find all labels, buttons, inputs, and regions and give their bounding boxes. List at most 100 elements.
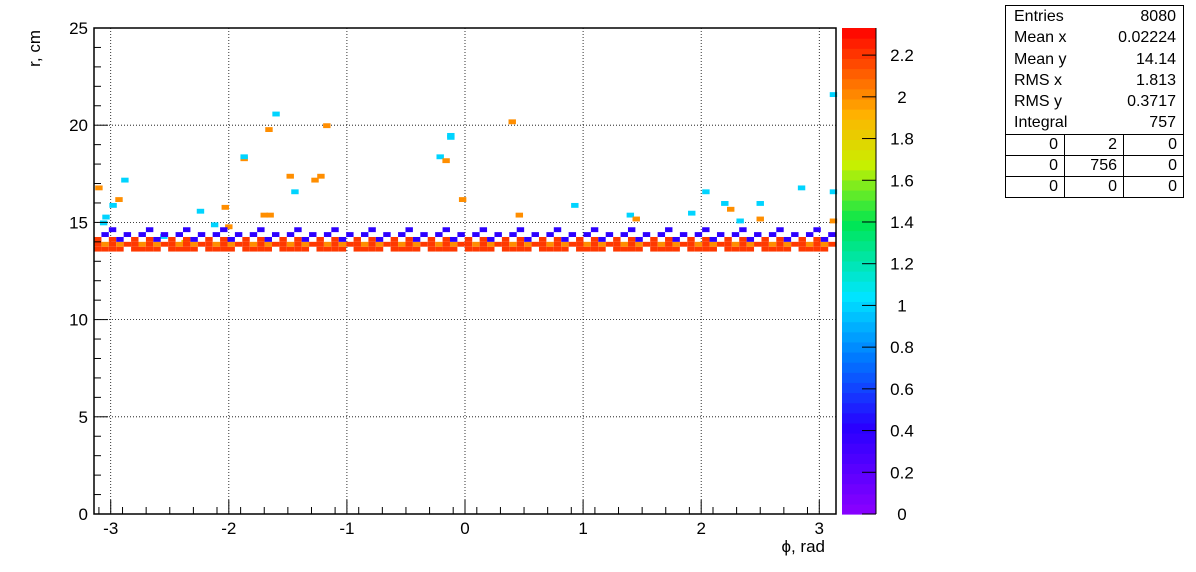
band-cell [546, 241, 554, 247]
band-cell [182, 246, 191, 252]
band-cell [516, 241, 525, 247]
band-cell [583, 232, 591, 237]
band-cell [479, 241, 488, 247]
band-cell [679, 232, 688, 237]
stats-grid-cell: 756 [1065, 155, 1124, 177]
palette-step [842, 169, 876, 181]
band-cell [687, 241, 695, 247]
heatmap-cell [626, 212, 635, 218]
heatmap-cell [721, 201, 729, 206]
band-cell [138, 241, 146, 247]
y-tick-label: 25 [69, 19, 88, 38]
stats-grid-cell: 0 [1006, 134, 1065, 156]
band-cell [479, 227, 488, 233]
band-cell [323, 246, 332, 252]
stats-value: 8080 [1140, 8, 1176, 25]
stats-box: Entries 8080 Mean x 0.02224 Mean y 14.14 RMS x… [1005, 5, 1184, 198]
band-cell [605, 241, 614, 247]
band-cell [568, 232, 577, 237]
heatmap-cell [102, 214, 110, 220]
palette-tick-label: 0 [897, 505, 906, 524]
x-tick-label: -3 [103, 519, 118, 538]
band-cell [168, 246, 176, 252]
band-cell [472, 241, 480, 247]
band-cell [316, 236, 324, 242]
band-cell [108, 227, 117, 233]
band-cell [805, 232, 814, 237]
band-cell [271, 241, 280, 247]
x-tick-label: 1 [578, 519, 587, 538]
band-cell [590, 246, 599, 252]
band-cell [353, 241, 361, 247]
band-cell [286, 232, 295, 237]
band-cell [138, 232, 146, 237]
band-cell [412, 246, 421, 252]
band-cell [650, 241, 658, 247]
band-cell [724, 241, 732, 247]
band-cell [702, 241, 710, 247]
band-cell [590, 236, 599, 242]
band-cell [264, 246, 272, 252]
band-cell [108, 241, 117, 247]
heatmap-cell [265, 127, 273, 133]
band-cell [116, 246, 124, 252]
band-cell [620, 246, 628, 252]
palette-step [842, 503, 876, 515]
band-cell [598, 246, 606, 252]
stats-grid-cell: 0 [1124, 135, 1183, 156]
band-cell [798, 241, 806, 247]
band-cell [398, 246, 406, 252]
band-cell [731, 241, 740, 247]
palette-step [842, 250, 876, 262]
band-cell [338, 246, 347, 252]
band-cell [501, 246, 510, 252]
stats-label: Integral [1014, 114, 1068, 132]
band-cell [249, 246, 258, 252]
stats-row: Entries 8080 [1006, 6, 1183, 27]
palette-step [842, 311, 876, 323]
band-cell [420, 232, 428, 237]
band-cell [627, 227, 636, 233]
band-cell [627, 241, 636, 247]
band-cell [761, 246, 769, 252]
palette-tick-label: 2 [897, 88, 906, 107]
band-cell [390, 246, 399, 252]
band-cell [331, 246, 339, 252]
band-cell [724, 236, 732, 242]
band-cell [709, 236, 717, 242]
palette-step [842, 382, 876, 394]
heatmap-cell [736, 218, 744, 224]
band-cell [776, 227, 784, 233]
palette-step [842, 88, 876, 100]
band-cell [257, 241, 265, 247]
band-cell [813, 236, 821, 242]
band-cell [702, 227, 710, 233]
band-cell [227, 236, 235, 242]
band-cell [820, 246, 829, 252]
band-cell [561, 241, 569, 247]
band-cell [353, 246, 361, 252]
heatmap-cell [508, 119, 516, 125]
heatmap-cell [571, 202, 579, 208]
band-cell [598, 236, 606, 242]
band-cell [613, 236, 621, 242]
band-cell [108, 236, 117, 242]
stats-row: Mean y 14.14 [1006, 49, 1183, 70]
palette-step [842, 321, 876, 333]
heatmap-cell [702, 189, 710, 195]
band-cell [301, 246, 310, 252]
stats-value: 0.3717 [1127, 93, 1176, 111]
y-axis-label: r, cm [25, 30, 44, 67]
band-cell [360, 246, 369, 252]
palette-tick-label: 1.8 [890, 130, 914, 149]
band-cell [338, 241, 347, 247]
band-cell [442, 227, 450, 233]
band-cell [776, 241, 784, 247]
palette-step [842, 271, 876, 282]
band-cell [509, 241, 517, 247]
x-tick-label: 0 [460, 519, 469, 538]
heatmap-cell [115, 197, 123, 202]
palette-step [842, 129, 876, 140]
band-cell [516, 236, 525, 242]
band-cell [405, 246, 413, 252]
